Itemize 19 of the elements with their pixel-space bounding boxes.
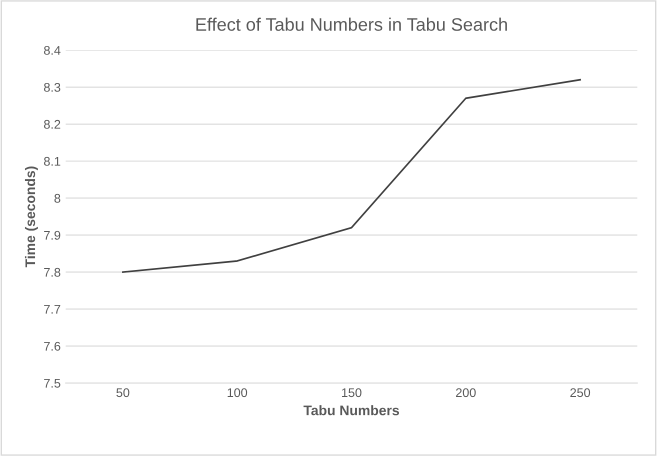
y-tick-label: 7.5 [44, 378, 60, 388]
x-tick-label: 100 [228, 388, 248, 398]
y-tick-label: 8.2 [44, 120, 60, 129]
x-tick-label: 250 [570, 388, 590, 398]
y-tick-label: 7.8 [44, 268, 60, 277]
chart-title: Effect of Tabu Numbers in Tabu Search [196, 18, 507, 31]
y-tick-label: 7.7 [44, 304, 60, 314]
x-tick-label: 150 [342, 388, 362, 398]
x-tick-label: 200 [456, 388, 476, 398]
y-tick-label: 7.9 [44, 230, 60, 240]
y-axis-title: Time (seconds) [24, 166, 38, 268]
y-tick-label: 8.1 [44, 156, 60, 166]
y-tick-label: 8 [54, 194, 60, 203]
line-series [122, 78, 581, 273]
x-axis-title: Tabu Numbers [304, 405, 400, 416]
y-tick-label: 8.3 [44, 82, 60, 92]
y-tick-label: 7.6 [44, 342, 60, 351]
y-tick-label: 8.4 [44, 46, 60, 55]
x-tick-label: 50 [116, 388, 130, 398]
